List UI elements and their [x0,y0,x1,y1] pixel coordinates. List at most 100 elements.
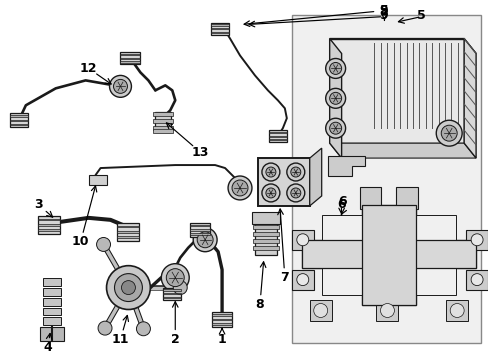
Circle shape [106,266,150,310]
Circle shape [193,228,217,252]
Text: 1: 1 [217,333,226,346]
Bar [163,297,181,298]
Bar [10,124,28,125]
Circle shape [290,167,300,177]
Circle shape [173,280,187,294]
Bar [309,300,331,321]
Bar [212,319,232,320]
Circle shape [265,167,275,177]
Circle shape [325,88,345,108]
Bar [321,215,455,294]
Polygon shape [309,148,321,206]
Bar [212,323,232,325]
Circle shape [470,274,482,285]
Bar [38,216,60,234]
Bar [190,225,210,226]
Bar [42,288,61,296]
Bar [254,220,276,255]
Circle shape [109,75,131,97]
Circle shape [296,274,308,285]
Bar [359,187,381,209]
Bar [361,205,415,305]
Bar [190,233,210,235]
Circle shape [161,264,189,292]
Bar [268,130,286,142]
Polygon shape [329,39,475,54]
Bar [120,53,140,64]
Bar [301,240,475,268]
Polygon shape [329,143,475,158]
Bar [10,113,28,127]
Bar [88,175,106,185]
Bar [117,236,139,238]
Bar [153,119,173,123]
Circle shape [380,303,394,318]
Circle shape [325,58,345,78]
Circle shape [290,188,300,198]
Text: 9: 9 [378,9,387,22]
Bar [163,293,181,294]
Circle shape [262,184,279,202]
Circle shape [96,238,110,251]
Bar [120,54,140,55]
Text: 5: 5 [379,4,388,17]
Polygon shape [329,39,341,158]
Bar [252,232,278,236]
Polygon shape [327,156,364,176]
Bar [163,288,181,300]
Bar [153,112,173,116]
Bar [155,112,171,132]
Bar [117,223,139,241]
Bar [212,312,232,327]
Bar [252,239,278,243]
Text: 5: 5 [416,9,425,22]
Text: 11: 11 [111,333,129,346]
Bar [465,270,487,289]
Circle shape [121,280,135,294]
Text: 6: 6 [337,198,345,211]
Text: 10: 10 [72,235,89,248]
Bar [117,225,139,227]
Bar [268,132,286,133]
Circle shape [265,188,275,198]
Bar [252,246,278,250]
Text: 3: 3 [35,198,43,211]
Bar [396,187,417,209]
Bar [329,39,463,143]
Bar [211,23,228,35]
Circle shape [296,234,308,246]
Bar [258,158,309,206]
Bar [38,229,60,231]
Circle shape [232,180,247,196]
Bar [10,115,28,117]
Bar [120,62,140,63]
Bar [301,240,475,268]
Circle shape [262,163,279,181]
Circle shape [329,122,341,134]
Circle shape [286,163,304,181]
Text: 7: 7 [280,271,288,284]
Circle shape [329,92,341,104]
Circle shape [113,80,127,93]
Circle shape [114,274,142,302]
Bar [120,58,140,59]
Bar [163,289,181,291]
Bar [211,32,228,33]
Bar [190,229,210,230]
Bar [40,328,63,341]
Bar [10,120,28,121]
Text: 8: 8 [255,298,264,311]
Bar [42,278,61,285]
Circle shape [449,303,463,318]
Bar [212,314,232,316]
Circle shape [286,184,304,202]
Bar [361,205,415,305]
Bar [376,300,398,321]
Bar [42,307,61,315]
Circle shape [166,269,184,287]
Bar [42,318,61,325]
Bar [268,139,286,140]
Circle shape [98,321,112,335]
Bar [190,223,210,237]
Text: 13: 13 [191,145,208,159]
